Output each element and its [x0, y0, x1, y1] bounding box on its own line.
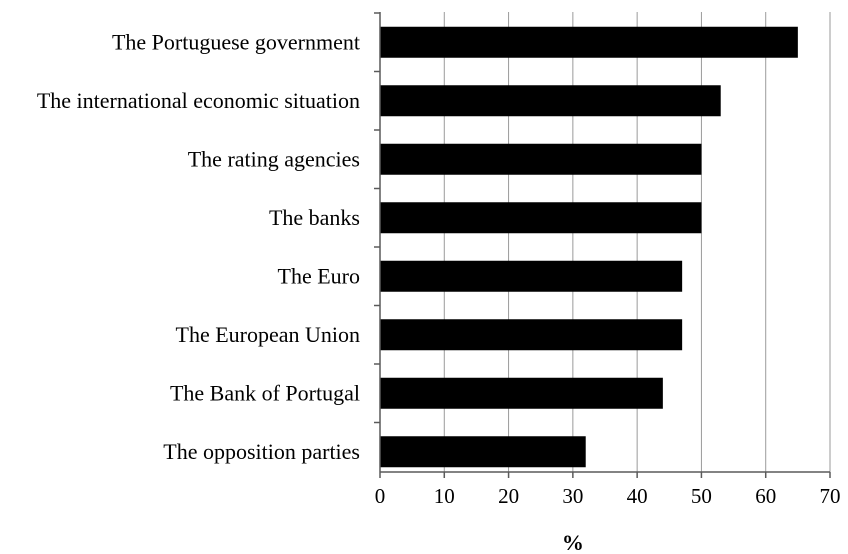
x-axis-title: %	[562, 530, 584, 554]
bar	[380, 436, 586, 468]
bar	[380, 26, 798, 58]
bar	[380, 143, 702, 175]
bar	[380, 260, 683, 292]
category-label: The opposition parties	[163, 439, 360, 464]
category-labels: The Portuguese government The internation…	[37, 12, 380, 464]
x-tick-label: 20	[498, 484, 519, 508]
x-tick-label: 0	[375, 484, 386, 508]
category-label: The Bank of Portugal	[170, 380, 360, 405]
x-tick-label: 10	[434, 484, 455, 508]
bars	[380, 26, 798, 468]
category-label: The European Union	[176, 322, 361, 347]
x-tick-label: 30	[562, 484, 583, 508]
category-label: The banks	[269, 205, 360, 230]
x-tick-label: 70	[820, 484, 841, 508]
bar	[380, 202, 702, 234]
x-tick-label: 60	[755, 484, 776, 508]
category-label: The Euro	[278, 263, 360, 288]
x-axis-ticks: 0 10 20 30 40 50 60 70	[375, 472, 841, 508]
x-tick-label: 50	[691, 484, 712, 508]
bar	[380, 85, 721, 117]
category-label: The Portuguese government	[112, 29, 360, 54]
category-label: The international economic situation	[37, 88, 360, 113]
x-tick-label: 40	[627, 484, 648, 508]
bar	[380, 319, 683, 351]
category-label: The rating agencies	[188, 146, 360, 171]
bar	[380, 377, 663, 409]
